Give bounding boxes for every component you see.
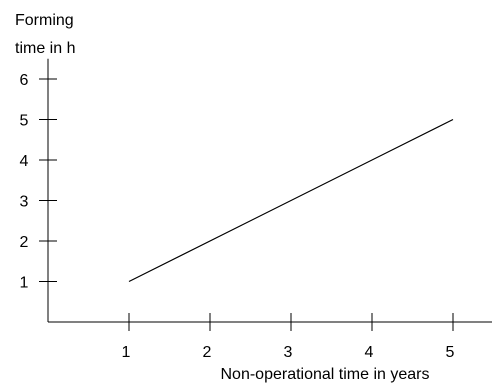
y-tick-label: 5	[20, 113, 29, 130]
x-tick-label: 1	[122, 344, 131, 361]
y-axis-ticks: 1 2 3 4 5 6	[20, 72, 57, 292]
series-layer	[128, 118, 454, 283]
x-axis-ticks: 1 2 3 4 5	[122, 313, 455, 361]
series-line-1	[128, 118, 454, 283]
y-tick-label: 4	[20, 153, 29, 170]
y-tick-label: 2	[20, 234, 29, 251]
y-tick-label: 6	[20, 72, 29, 89]
y-axis-title-line-2: time in h	[15, 40, 75, 57]
x-tick-label: 2	[203, 344, 212, 361]
y-tick-label: 1	[20, 275, 29, 292]
x-tick-label: 4	[365, 344, 374, 361]
x-axis-title: Non-operational time in years	[221, 366, 430, 383]
y-tick-label: 3	[20, 194, 29, 211]
x-tick-label: 5	[446, 344, 455, 361]
y-axis-title-line-1: Forming	[15, 12, 74, 29]
x-tick-label: 3	[284, 344, 293, 361]
